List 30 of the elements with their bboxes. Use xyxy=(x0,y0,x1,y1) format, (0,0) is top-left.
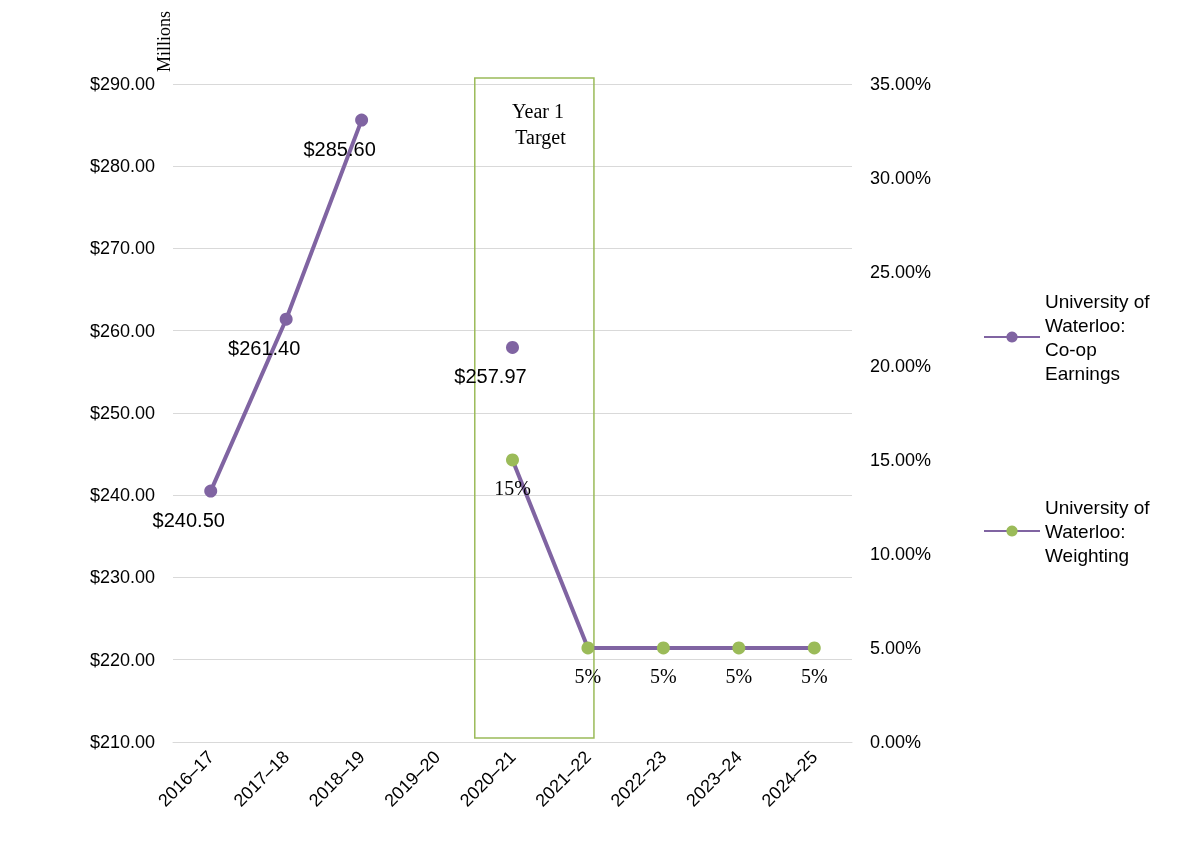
y2-tick-label: 5.00% xyxy=(870,637,922,658)
data-label: 5% xyxy=(725,665,753,688)
data-label: 5% xyxy=(800,665,828,688)
y2-tick-label: 25.00% xyxy=(870,261,932,282)
y2-tick-label: 15.00% xyxy=(870,449,932,470)
y-tick-label: $220.00 xyxy=(89,649,155,670)
point xyxy=(279,312,293,326)
y-tick-label: $210.00 xyxy=(89,732,155,752)
y-axis-title: Millions xyxy=(154,11,174,73)
y-tick-label: $250.00 xyxy=(89,402,155,423)
point xyxy=(204,484,218,498)
data-label: 5% xyxy=(574,665,602,688)
y2-tick-label: 10.00% xyxy=(870,543,932,564)
data-label: $240.50 xyxy=(152,508,225,531)
y2-tick-label: 35.00% xyxy=(870,73,932,94)
y-tick-label: $270.00 xyxy=(89,238,155,259)
legend-label: University of Waterloo: Co-op Earnings xyxy=(1045,290,1155,384)
data-label: 5% xyxy=(650,665,677,688)
y-tick-label: $280.00 xyxy=(89,156,155,177)
y2-tick-label: 0.00% xyxy=(870,732,922,752)
y2-tick-label: 30.00% xyxy=(870,167,932,188)
point xyxy=(506,340,519,354)
y-tick-label: $230.00 xyxy=(89,567,155,588)
legend-label: University of Waterloo: Weighting xyxy=(1045,496,1155,566)
annotation: Year 1 Target xyxy=(512,99,569,149)
y-tick-label: $260.00 xyxy=(89,320,155,341)
y2-tick-label: 20.00% xyxy=(870,355,932,376)
y-tick-label: $290.00 xyxy=(89,73,155,94)
point xyxy=(355,113,369,127)
y-tick-label: $240.00 xyxy=(89,485,155,506)
